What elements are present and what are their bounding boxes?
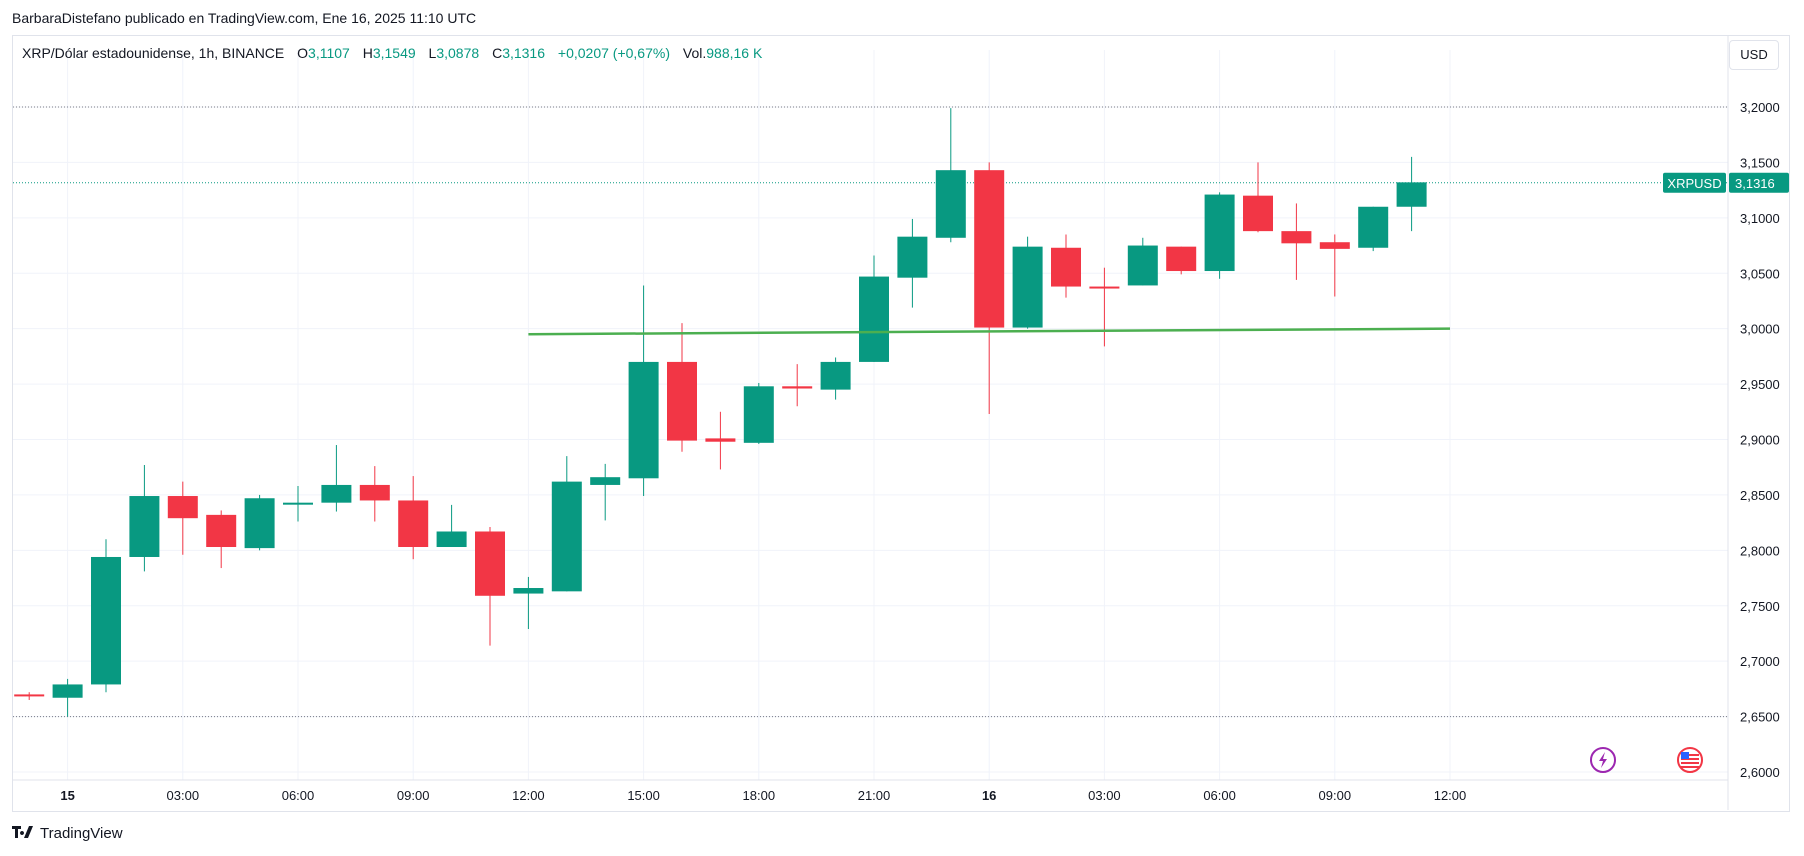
candle-body[interactable] [590,477,621,485]
y-tick-label: 2,9000 [1740,433,1780,448]
candle-body[interactable] [820,361,851,390]
x-tick-label: 12:00 [1434,788,1467,803]
y-tick-label: 2,7500 [1740,599,1780,614]
candle-body[interactable] [475,531,505,596]
chart-legend: XRP/Dólar estadounidense, 1h, BINANCE O3… [22,45,762,61]
support-trendline[interactable] [528,327,1451,336]
candle-body[interactable] [206,514,237,548]
y-tick-label: 2,7000 [1740,654,1780,669]
candle-body[interactable] [129,496,160,557]
y-tick-label: 3,2000 [1740,100,1780,115]
flag-stripe [1681,766,1699,768]
legend-volume-label: Vol. [682,45,707,61]
y-tick-label: 3,0500 [1740,266,1780,281]
candle-body[interactable] [782,386,813,389]
candle-body[interactable] [1319,242,1350,249]
legend-low-value: 3,0878 [436,45,480,61]
lightning-bolt [1599,752,1607,768]
y-tick-label: 2,6000 [1740,765,1780,780]
candle-body[interactable] [1089,286,1120,289]
candle-body[interactable] [667,361,697,441]
x-tick-label: 12:00 [512,788,545,803]
lightning-icon[interactable] [1590,747,1616,773]
x-tick-label: 09:00 [1319,788,1352,803]
candle-body[interactable] [859,276,889,362]
flag-stripe [1681,762,1699,764]
candle-body[interactable] [897,236,928,278]
legend-close-label: C [492,45,503,61]
legend-volume-value: 988,16 K [706,45,763,61]
candle-body[interactable] [1243,195,1273,232]
x-tick-label: 03:00 [167,788,200,803]
publish-attribution: BarbaraDistefano publicado en TradingVie… [12,10,477,26]
candle-body[interactable] [283,502,313,505]
symbol-badge [1663,172,1726,193]
legend-high-value: 3,1549 [372,45,416,61]
tradingview-brand[interactable]: TradingView [12,825,123,842]
legend-open-value: 3,1107 [308,45,350,61]
currency-button[interactable]: USD [1729,40,1779,70]
last-price-badge [1729,172,1789,193]
candle-body[interactable] [1358,206,1389,248]
y-tick-label: 2,9500 [1740,377,1780,392]
flag-stripe [1681,754,1699,756]
x-tick-label: 09:00 [397,788,430,803]
x-tick-label: 15:00 [627,788,660,803]
candle-body[interactable] [321,484,352,503]
candle-body[interactable] [1012,246,1043,328]
y-tick-label: 3,1000 [1740,211,1780,226]
candle-body[interactable] [974,170,1005,328]
x-tick-label: 21:00 [858,788,891,803]
candle-body[interactable] [436,531,467,548]
candle-body[interactable] [513,588,544,594]
candle-body[interactable] [705,438,736,442]
candle-body[interactable] [1051,247,1081,287]
y-tick-label: 2,8000 [1740,543,1780,558]
y-tick-label: 3,0000 [1740,322,1780,337]
legend-change: +0,0207 (+0,67%) [557,45,670,61]
x-tick-label: 03:00 [1088,788,1121,803]
x-tick-label: 06:00 [1203,788,1236,803]
candle-body[interactable] [743,386,774,443]
legend-high-label: H [362,45,373,61]
last-price-label: 3,1316 [1735,176,1775,191]
candle-body[interactable] [1281,231,1312,244]
chart-frame [12,35,1790,812]
candle-body[interactable] [167,496,198,519]
candle-body[interactable] [935,170,966,238]
legend-open-label: O [297,45,309,61]
candle-body[interactable] [359,484,390,501]
x-tick-label: 15 [60,788,74,803]
x-tick-label: 18:00 [743,788,776,803]
candle-body[interactable] [628,361,659,479]
candle-body[interactable] [1166,246,1197,272]
candle-body[interactable] [1396,182,1427,207]
candle-body[interactable] [244,498,275,549]
y-tick-label: 2,6500 [1740,710,1780,725]
candle-body[interactable] [1204,194,1235,272]
brand-name: TradingView [40,825,123,842]
x-tick-label: 16 [982,788,996,803]
legend-low-label: L [428,45,437,61]
legend-symbol: XRP/Dólar estadounidense, 1h, BINANCE [22,45,285,61]
candle-body[interactable] [52,684,83,698]
symbol-badge-label: XRPUSD [1667,176,1721,191]
y-tick-label: 3,1500 [1740,155,1780,170]
candle-body[interactable] [551,481,582,592]
flag-stripe [1681,758,1699,760]
candle-body[interactable] [14,694,45,697]
y-tick-label: 2,8500 [1740,488,1780,503]
tradingview-logo-icon [12,825,34,842]
x-tick-label: 06:00 [282,788,315,803]
candle-body[interactable] [91,556,121,685]
legend-close-value: 3,1316 [502,45,546,61]
candle-body[interactable] [1127,245,1158,286]
flag-canton [1681,752,1689,759]
candle-body[interactable] [398,500,429,548]
